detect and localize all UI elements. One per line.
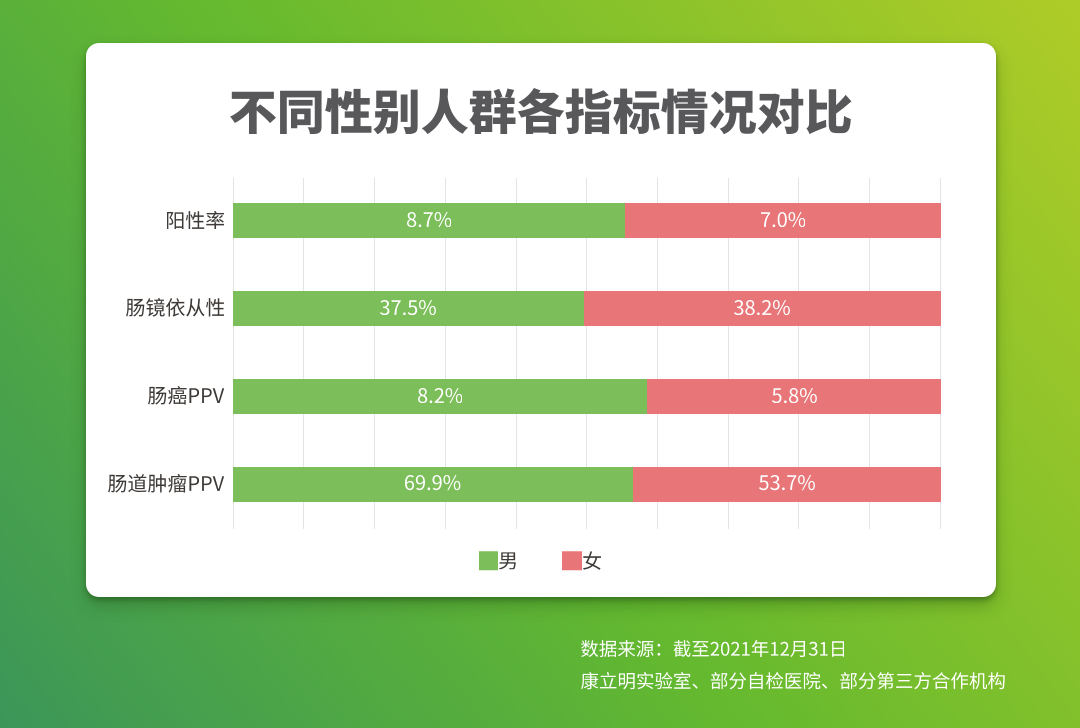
- bar-value-glyphs: [771, 387, 817, 403]
- legend-label-female-glyphs: [582, 551, 601, 570]
- source-line2-text: 康立明实验室、部分自检医院、部分第三方合作机构: [581, 690, 582, 691]
- chart-row: 肠镜依从性 37.5% 38.2%: [125, 291, 941, 327]
- gridline: [374, 178, 376, 529]
- gridline: [515, 178, 517, 529]
- chart-row: 肠道肿瘤PPV 69.9% 53.7%: [107, 466, 941, 503]
- legend-swatch-female: [562, 550, 582, 571]
- chart-card: 不同性别人群各指标情况对比 阳性率 8.7% 7.0% 肠镜依从性: [86, 43, 996, 597]
- category-label: 肠道肿瘤PPV: [107, 467, 224, 502]
- gridline: [798, 178, 800, 529]
- source-line2: 康立明实验室、部分自检医院、部分第三方合作机构: [580, 672, 1005, 691]
- legend-label-male-glyphs: [499, 552, 517, 570]
- source-line2-glyphs: [580, 672, 1005, 690]
- category-label-glyphs: [125, 298, 224, 317]
- legend-swatch-male: [478, 550, 498, 571]
- chart-title-glyphs: [230, 88, 852, 135]
- source-line1-glyphs: [580, 640, 845, 658]
- gridline: [939, 178, 941, 529]
- gridline: [656, 178, 658, 529]
- bar-segment-male[interactable]: 8.7%: [232, 203, 626, 239]
- gridline: [727, 178, 729, 529]
- bar-segment-female[interactable]: 7.0%: [625, 203, 941, 239]
- gridline: [232, 178, 234, 529]
- bar-value-glyphs: [417, 387, 463, 403]
- source-line1: 数据来源：截至2021年12月31日: [580, 640, 845, 658]
- bar-value-glyphs: [380, 299, 437, 315]
- bar-segment-female[interactable]: 38.2%: [583, 291, 941, 327]
- category-label-glyphs: [166, 210, 224, 230]
- category-label-glyphs: [147, 386, 224, 405]
- bar-segment-male[interactable]: 69.9%: [232, 466, 634, 503]
- bar-segment-male[interactable]: 8.2%: [232, 379, 648, 415]
- plot-area: [232, 178, 941, 529]
- gridline: [869, 178, 871, 529]
- bar-segment-female[interactable]: 5.8%: [647, 379, 941, 415]
- chart-title: 不同性别人群各指标情况对比: [86, 88, 996, 135]
- category-label-glyphs: [107, 474, 224, 493]
- bar-value-glyphs: [759, 475, 815, 491]
- bar-value-glyphs: [760, 211, 806, 227]
- category-label: 阳性率: [166, 203, 224, 238]
- gridline: [586, 178, 588, 529]
- legend-item-male[interactable]: 男: [478, 550, 517, 571]
- category-label: 肠癌PPV: [147, 379, 224, 414]
- chart-row: 肠癌PPV 8.2% 5.8%: [147, 379, 941, 415]
- gridline: [444, 178, 446, 529]
- bar-segment-female[interactable]: 53.7%: [633, 466, 941, 503]
- legend-item-female[interactable]: 女: [562, 550, 601, 571]
- bar-value-glyphs: [406, 211, 452, 227]
- bar-value-glyphs: [405, 475, 461, 491]
- bar-value-glyphs: [734, 299, 791, 315]
- category-label: 肠镜依从性: [125, 291, 224, 326]
- chart-row: 阳性率 8.7% 7.0%: [166, 203, 941, 239]
- source-line1-text: 数据来源：截至2021年12月31日: [581, 657, 582, 658]
- bar-segment-male[interactable]: 37.5%: [232, 291, 584, 327]
- gridline: [303, 178, 305, 529]
- gridlines: [232, 178, 941, 529]
